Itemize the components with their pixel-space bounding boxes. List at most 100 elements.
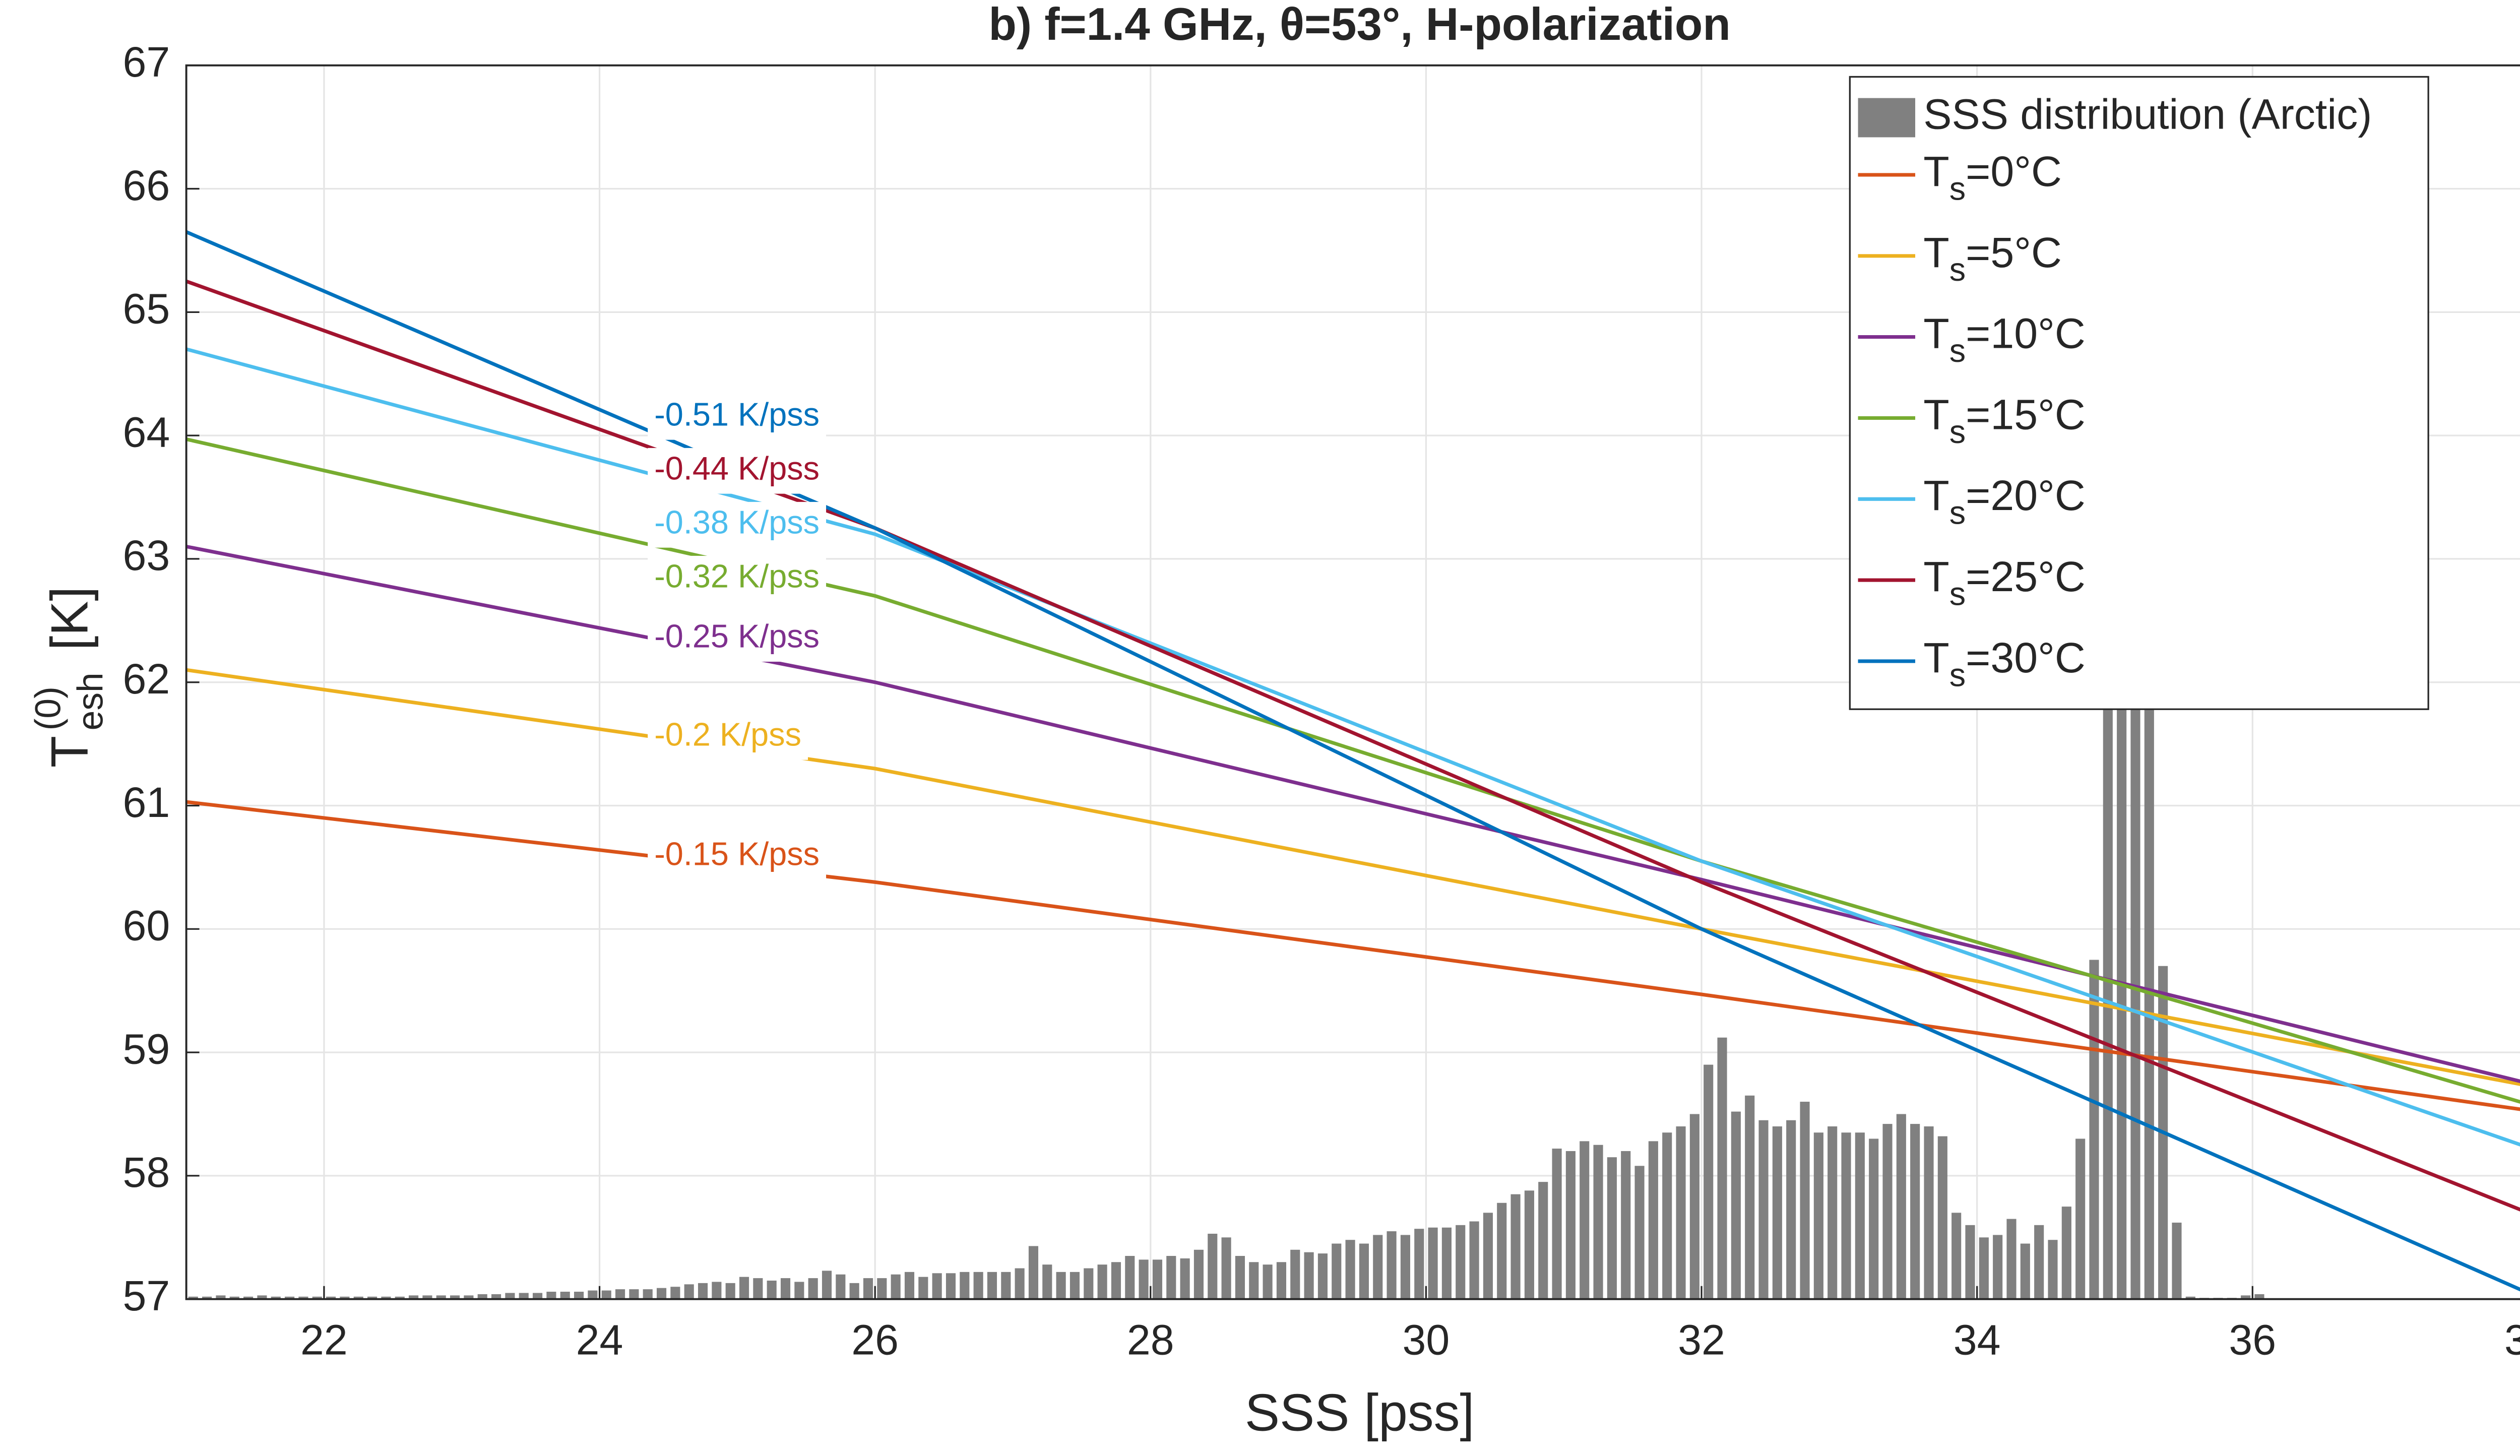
histogram-bar (960, 1272, 970, 1299)
histogram-bar (615, 1289, 625, 1299)
histogram-bar (1745, 1095, 1755, 1299)
histogram-bar (1441, 1227, 1452, 1299)
histogram-bar (1869, 1138, 1879, 1299)
legend-box (1849, 76, 2429, 710)
histogram-bar (1552, 1149, 1562, 1299)
histogram-bar (229, 1296, 239, 1299)
slope-label: -0.25 K/pss (654, 618, 820, 655)
histogram-bar (973, 1272, 983, 1299)
histogram-bar (1993, 1235, 2003, 1299)
histogram-bar (2048, 1240, 2058, 1299)
histogram-bar (1662, 1132, 1672, 1299)
histogram-bar (1565, 1151, 1576, 1299)
histogram-bar (243, 1296, 254, 1299)
x-tick-label: 32 (1678, 1316, 1725, 1364)
histogram-bar (560, 1292, 570, 1299)
histogram-bar (519, 1293, 529, 1299)
histogram-bar (877, 1278, 887, 1299)
histogram-bar (2020, 1243, 2030, 1299)
histogram-bar (712, 1282, 722, 1299)
histogram-bar (1689, 1114, 1699, 1299)
histogram-bar (1510, 1194, 1521, 1299)
histogram-bar (1772, 1126, 1782, 1299)
slope-label: -0.51 K/pss (654, 396, 820, 432)
histogram-bar (698, 1283, 708, 1299)
histogram-bar (780, 1278, 791, 1299)
histogram-bar (1069, 1272, 1080, 1299)
histogram-bar (1387, 1231, 1397, 1299)
histogram-bar (1841, 1132, 1851, 1299)
histogram-bar (1249, 1262, 1259, 1299)
histogram-bar (533, 1293, 543, 1299)
histogram-bar (1456, 1225, 1466, 1299)
legend-label: Ts=5°C (1923, 229, 2062, 288)
y-tick-label: 62 (122, 655, 170, 703)
y-label-base: T (40, 736, 98, 768)
histogram-bar (1951, 1213, 1962, 1299)
x-tick-label: 26 (851, 1316, 899, 1364)
histogram-bar (1497, 1202, 1507, 1299)
histogram-bar (1731, 1111, 1741, 1299)
histogram-bar (684, 1284, 694, 1299)
series-line (186, 800, 2520, 1111)
histogram-bar (1373, 1235, 1383, 1299)
slope-label: -0.44 K/pss (654, 450, 820, 486)
histogram-bar (1648, 1141, 1658, 1299)
legend-label: Ts=15°C (1923, 391, 2086, 450)
histogram-bar (904, 1272, 915, 1299)
x-axis-label: SSS [pss] (1245, 1383, 1475, 1442)
legend-label: Ts=25°C (1923, 553, 2086, 612)
histogram-bar (1235, 1256, 1245, 1299)
histogram-bar (216, 1295, 226, 1299)
x-tick-label: 36 (2229, 1316, 2276, 1364)
y-label-unit: [K] (40, 587, 98, 651)
histogram-bar (643, 1289, 653, 1299)
histogram-bar (1345, 1240, 1355, 1299)
histogram-bar (1180, 1258, 1190, 1299)
y-tick-label: 57 (122, 1272, 170, 1319)
slope-label-background (648, 833, 827, 879)
y-tick-label: 59 (122, 1025, 170, 1072)
histogram-bar (2130, 558, 2140, 1299)
slope-label-background (648, 394, 827, 440)
histogram-bar (1910, 1124, 1920, 1299)
histogram-bar (1221, 1237, 1231, 1299)
histogram-bar (1882, 1124, 1893, 1299)
histogram-bar (1676, 1126, 1686, 1299)
histogram-bar (1400, 1235, 1410, 1299)
histogram-bar (2034, 1225, 2044, 1299)
slope-label: -0.38 K/pss (654, 503, 820, 540)
y-tick-label: 65 (122, 285, 170, 333)
y-tick-label: 67 (122, 38, 170, 86)
histogram-bar (891, 1274, 901, 1299)
histogram-bar (381, 1296, 391, 1299)
histogram-bar (340, 1296, 350, 1299)
slope-label-background (648, 501, 827, 548)
y-label-sub: esh (71, 672, 111, 730)
histogram-bar (1965, 1225, 1975, 1299)
y-tick-label: 64 (122, 408, 170, 456)
histogram-bar (656, 1288, 667, 1299)
histogram-bar (987, 1272, 997, 1299)
histogram-bar (725, 1283, 735, 1299)
y-label-sup: (0) (28, 686, 68, 730)
axis-layer: 22 24 26 28 30 32 34 36 38 57 58 59 60 61 62 63 64 65 66 67 (122, 38, 2520, 1364)
histogram-bar (1786, 1120, 1796, 1299)
histogram-bar (1139, 1259, 1149, 1299)
legend-label: Ts=20°C (1923, 472, 2086, 531)
histogram-bar (1855, 1132, 1865, 1299)
histogram-bar (1896, 1114, 1906, 1299)
histogram-bar (298, 1296, 308, 1299)
histogram-bar (285, 1296, 295, 1299)
histogram-bar (395, 1296, 405, 1299)
histogram-bar (1042, 1264, 1052, 1299)
legend-label: SSS distribution (Arctic) (1923, 91, 2372, 138)
series-line (185, 230, 2520, 1292)
legend-swatch (1858, 98, 1916, 138)
histogram-bar (353, 1296, 363, 1299)
histogram-bar (932, 1273, 942, 1299)
histogram-bar (1524, 1190, 1534, 1299)
slope-label: -0.15 K/pss (654, 835, 820, 872)
histogram-bar (202, 1296, 212, 1299)
